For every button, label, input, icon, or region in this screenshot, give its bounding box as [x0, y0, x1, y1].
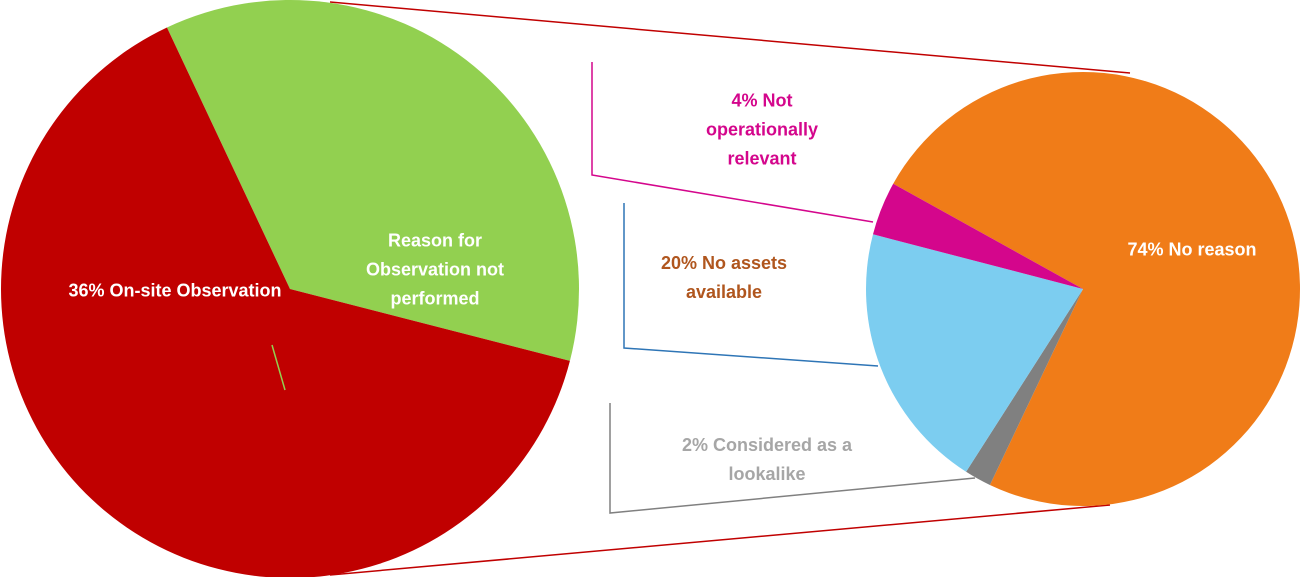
data-label: 20% No assets available [660, 253, 788, 302]
connector-line [329, 1, 1131, 74]
data-label: 74% No reason [1127, 239, 1257, 260]
data-label: 4% Not operationally relevant [705, 90, 819, 169]
data-label: Reason for Observation not performed [365, 230, 504, 309]
leader-line [623, 203, 879, 367]
pie-slice [865, 234, 1083, 472]
data-label: 2% Considered as a lookalike [681, 435, 853, 484]
leader-line [271, 344, 286, 391]
leader-line [591, 62, 874, 223]
pie-slice [966, 289, 1083, 486]
pie-slice [166, 0, 580, 361]
pie-slice [1, 27, 570, 577]
leader-line [609, 403, 976, 514]
data-label: 36% On-site Observation [68, 280, 282, 301]
pie-slice [893, 72, 1300, 507]
connector-line [329, 504, 1111, 576]
pie-slice [873, 183, 1083, 289]
